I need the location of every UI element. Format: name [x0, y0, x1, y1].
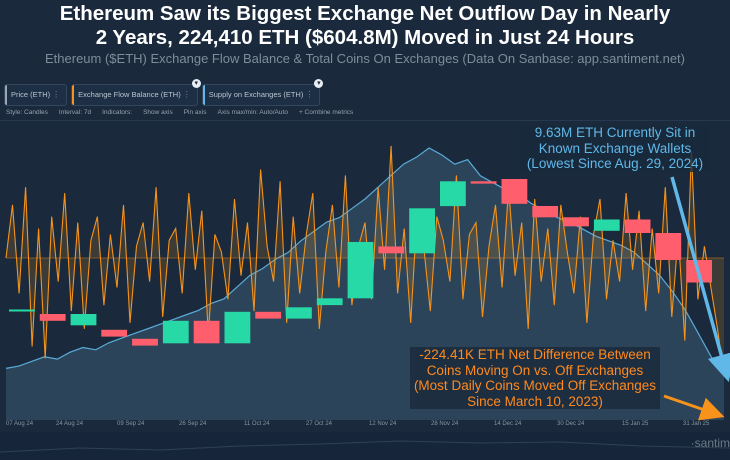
tab-supply[interactable]: Supply on Exchanges (ETH) ⋮ ▾: [201, 79, 324, 106]
toolbar-divider: [0, 120, 730, 121]
tab-supply-label: Supply on Exchanges (ETH): [208, 90, 304, 99]
price-candle: [162, 320, 189, 344]
price-candle: [440, 181, 466, 207]
x-tick-label: 31 Jan 25: [683, 421, 710, 427]
supply-line: [5, 147, 725, 376]
supply-annotation: 9.63M ETH Currently Sit in Known Exchang…: [520, 125, 710, 172]
price-candle: [624, 219, 651, 233]
price-candle: [470, 181, 497, 184]
metric-tabs: Price (ETH) ⋮ Exchange Flow Balance (ETH…: [4, 79, 324, 106]
price-candle: [255, 311, 282, 319]
price-candle: [286, 307, 312, 319]
flow-color-swatch: [72, 85, 75, 105]
flow-line: [5, 145, 725, 377]
title-line-1: Ethereum Saw its Biggest Exchange Net Ou…: [59, 2, 671, 25]
title-line-2: 2 Years, 224,410 ETH ($604.8M) Moved in …: [95, 26, 635, 49]
pin-icon[interactable]: ▾: [314, 79, 324, 88]
price-candle: [70, 314, 97, 326]
x-tick-label: 27 Oct 24: [306, 421, 333, 427]
style-select[interactable]: Style: Candles: [6, 109, 48, 116]
show-axis-toggle[interactable]: Show axis: [143, 109, 173, 116]
axis-range-select[interactable]: Axis max/min: Auto/Auto: [217, 109, 288, 116]
x-tick-label: 11 Oct 24: [244, 421, 270, 427]
indicators-select[interactable]: Indicators:: [102, 109, 133, 116]
more-icon[interactable]: ⋮: [305, 90, 314, 99]
more-icon[interactable]: ⋮: [182, 90, 191, 99]
price-candle: [193, 320, 220, 344]
supply-arrow: [670, 176, 730, 383]
price-candle: [9, 309, 35, 312]
x-tick-label: 07 Aug 24: [6, 421, 34, 427]
price-candle: [132, 338, 158, 346]
chart-toolbar: Style: Candles Interval: 7d Indicators: …: [6, 109, 353, 116]
pin-icon[interactable]: ▾: [191, 79, 201, 88]
price-candle: [563, 217, 589, 227]
chart-subtitle: Ethereum ($ETH) Exchange Flow Balance & …: [45, 51, 685, 66]
price-candle: [501, 179, 528, 204]
combine-metrics-button[interactable]: + Combine metrics: [298, 109, 354, 116]
chart-title: Ethereum Saw its Biggest Exchange Net Ou…: [0, 2, 730, 50]
price-color-swatch: [5, 85, 7, 105]
outflow-annotation: -224.41K ETH Net Difference Between Coin…: [410, 347, 660, 409]
navigator-line: [0, 440, 730, 453]
x-tick-label: 09 Sep 24: [117, 421, 145, 427]
price-candle: [224, 311, 251, 344]
watermark: ·santim: [690, 436, 730, 450]
price-candle: [347, 242, 374, 299]
x-tick-label: 26 Sep 24: [179, 421, 207, 427]
more-icon[interactable]: ⋮: [52, 90, 61, 99]
price-candle: [316, 298, 343, 306]
pin-axis-toggle[interactable]: Pin axis: [183, 109, 207, 116]
price-candle: [39, 314, 66, 321]
tab-price[interactable]: Price (ETH) ⋮: [4, 84, 68, 106]
x-tick-label: 12 Nov 24: [369, 421, 397, 427]
outflow-arrow: [663, 394, 725, 421]
x-tick-label: 15 Jan 25: [622, 421, 649, 427]
x-tick-label: 28 Nov 24: [431, 421, 459, 427]
x-tick-label: 24 Aug 24: [56, 421, 84, 427]
flow-area: [6, 145, 724, 376]
navigator-strip: [0, 432, 730, 460]
tab-price-label: Price (ETH): [11, 90, 51, 99]
x-tick-label: 30 Dec 24: [557, 421, 585, 427]
tab-exchange-flow[interactable]: Exchange Flow Balance (ETH) ⋮ ▾: [71, 79, 201, 106]
supply-color-swatch: [202, 85, 205, 105]
tab-flow-label: Exchange Flow Balance (ETH): [78, 90, 181, 99]
price-candle: [101, 329, 128, 337]
price-candle: [409, 208, 435, 254]
price-candle: [655, 233, 682, 260]
x-tick-label: 14 Dec 24: [494, 421, 522, 427]
price-candle: [593, 219, 620, 231]
interval-select[interactable]: Interval: 7d: [58, 109, 92, 116]
price-candle: [378, 246, 405, 254]
price-candle: [532, 206, 559, 218]
